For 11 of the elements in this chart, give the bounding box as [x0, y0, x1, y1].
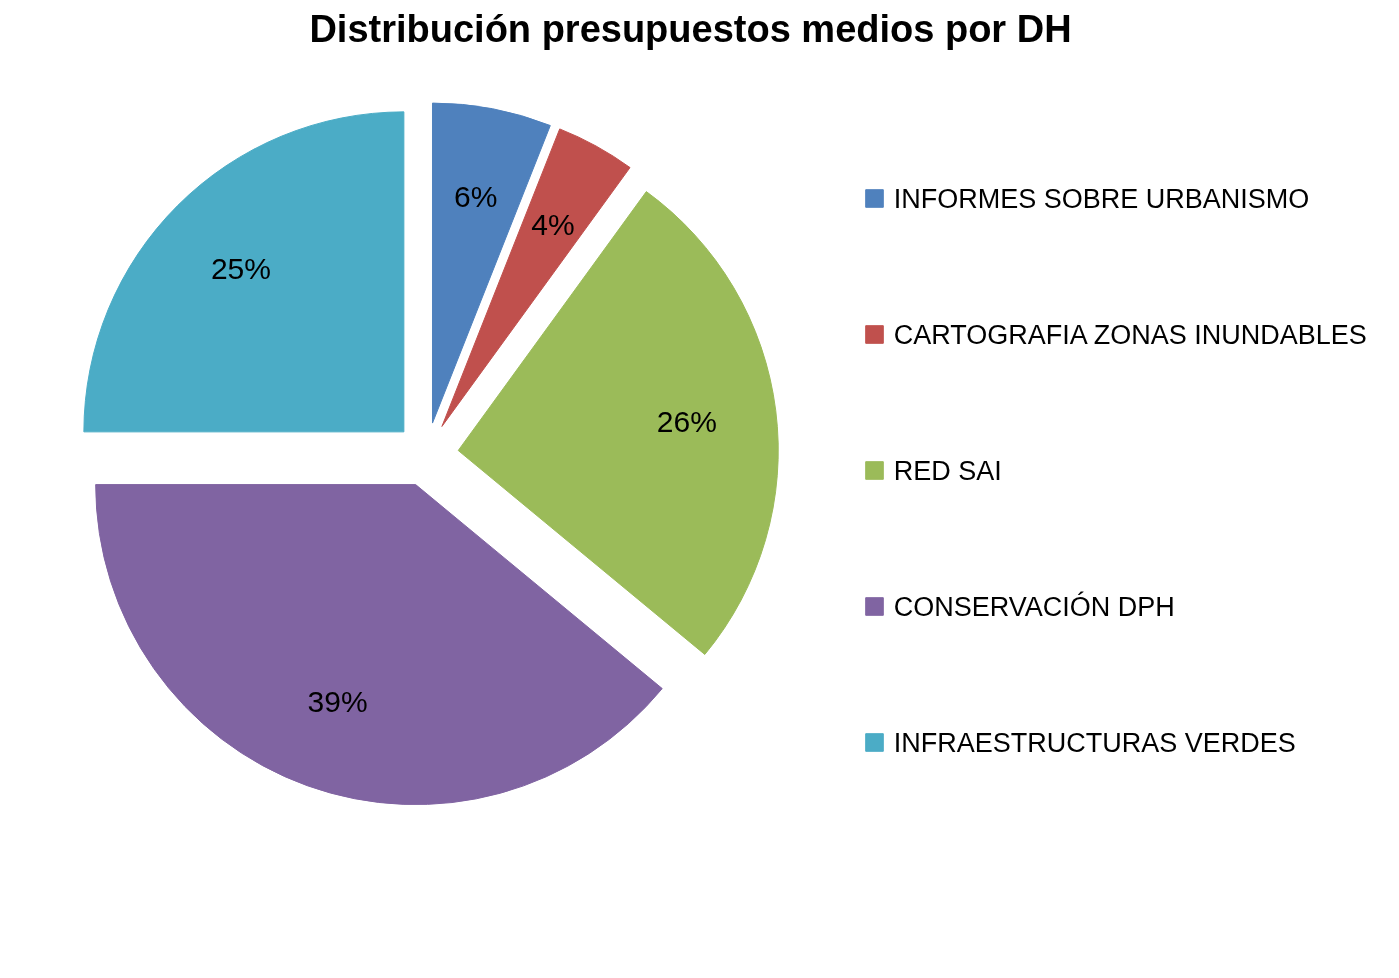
data-label: 26%	[656, 405, 717, 439]
data-label: 39%	[307, 684, 368, 718]
chart-title: Distribución presupuestos medios por DH	[309, 7, 1072, 50]
legend-label: CARTOGRAFIA ZONAS INUNDABLES	[893, 319, 1367, 350]
legend-label: RED SAI	[893, 455, 1002, 486]
data-label: 6%	[453, 180, 498, 214]
data-label: 4%	[531, 208, 575, 242]
legend-label: INFRAESTRUCTURAS VERDES	[893, 727, 1296, 758]
legend-label: INFORMES SOBRE URBANISMO	[893, 183, 1310, 214]
legend-label: CONSERVACIÓN DPH	[893, 590, 1175, 622]
data-label: 25%	[210, 252, 271, 286]
